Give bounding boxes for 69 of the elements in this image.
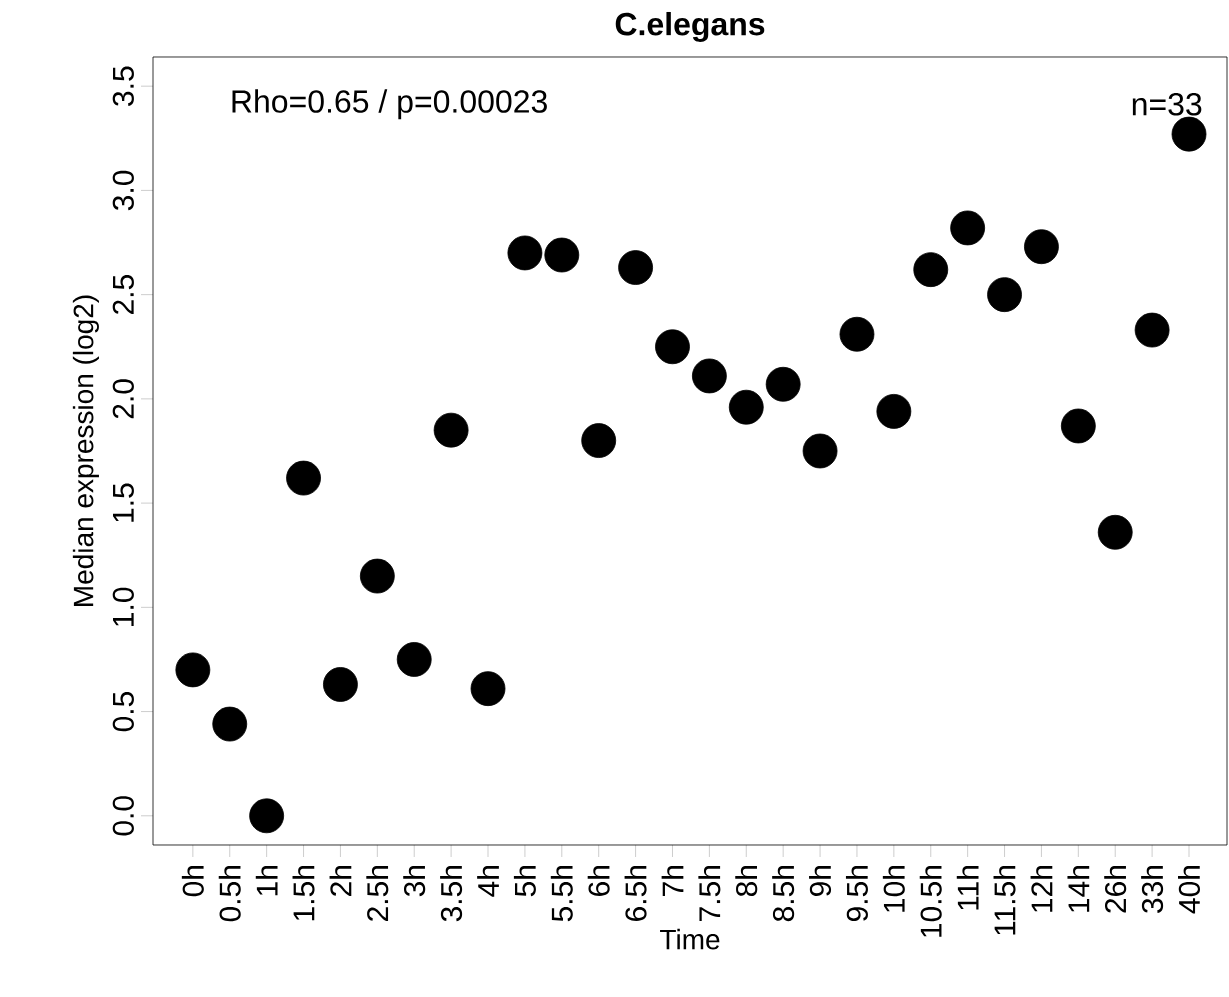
x-tick-label: 1h: [255, 866, 278, 896]
point: [655, 329, 690, 365]
point: [987, 277, 1022, 313]
x-tick-label: 10.5h: [919, 866, 942, 937]
x-tick-label: 0.5h: [218, 866, 241, 922]
x-tick-label: 40h: [1178, 866, 1201, 914]
point: [839, 316, 875, 352]
point: [691, 358, 727, 394]
point: [581, 423, 617, 458]
point: [728, 389, 764, 425]
point: [1134, 312, 1170, 348]
x-tick-label: 3.5h: [440, 866, 463, 922]
x-tick-label: 11.5h: [993, 866, 1016, 935]
x-tick-label: 5.5h: [550, 866, 573, 922]
point: [175, 652, 211, 688]
y-tick-label: 3.5: [112, 66, 134, 106]
point: [913, 252, 949, 288]
x-tick-label: 26h: [1104, 866, 1127, 913]
point: [323, 667, 358, 702]
x-tick-label: 11h: [956, 866, 979, 910]
point: [1097, 514, 1133, 550]
x-tick-label: 2h: [329, 866, 352, 896]
y-tick-label: 1.5: [113, 483, 134, 522]
chart-title: C.elegans: [615, 11, 765, 42]
point: [876, 393, 912, 429]
point: [433, 412, 469, 448]
point: [249, 798, 285, 834]
x-tick-label: 9h: [809, 866, 832, 897]
x-tick-label: 5h: [513, 866, 536, 897]
point: [950, 210, 986, 246]
point: [212, 706, 248, 742]
point: [359, 558, 395, 594]
x-tick-label: 14h: [1067, 866, 1090, 912]
x-tick-label: 9.5h: [845, 866, 868, 922]
point: [396, 642, 432, 677]
y-tick-label: 2.5: [112, 275, 134, 314]
x-tick-label: 6h: [587, 866, 610, 896]
x-tick-label: 7h: [661, 866, 684, 896]
y-tick-label: 0.0: [112, 796, 134, 836]
point: [544, 237, 580, 273]
x-tick-label: 12h: [1030, 866, 1053, 912]
x-tick-label: 8.5h: [772, 866, 795, 922]
x-tick-label: 10h: [882, 866, 905, 912]
x-tick-label: 0h: [181, 866, 204, 897]
x-tick-label: 1.5h: [292, 866, 315, 921]
y-tick-label: 3.0: [112, 170, 134, 211]
y-tick-label: 2.0: [112, 379, 134, 419]
x-tick-label: 8h: [735, 866, 758, 897]
point: [1024, 229, 1059, 265]
point: [470, 671, 506, 707]
y-tick-label: 1.0: [112, 587, 134, 626]
y-axis-title: Median expression (log2): [72, 295, 99, 606]
x-axis-title: Time: [660, 928, 720, 950]
point: [1171, 116, 1207, 152]
annotation: Rho=0.65 / p=0.00023: [232, 89, 547, 120]
point: [802, 433, 838, 469]
point: [618, 250, 653, 285]
x-tick-label: 33h: [1141, 866, 1164, 913]
point: [765, 366, 801, 402]
point: [507, 235, 543, 271]
x-tick-label: 6.5h: [624, 866, 647, 921]
x-tick-label: 2.5h: [366, 866, 389, 921]
x-tick-label: 7.5h: [698, 866, 721, 921]
annotation: n=33: [1132, 92, 1202, 116]
x-tick-label: 4h: [477, 866, 499, 897]
point: [286, 460, 321, 496]
point: [1060, 408, 1096, 444]
x-tick-label: 3h: [403, 866, 426, 897]
y-tick-label: 0.5: [112, 691, 134, 732]
